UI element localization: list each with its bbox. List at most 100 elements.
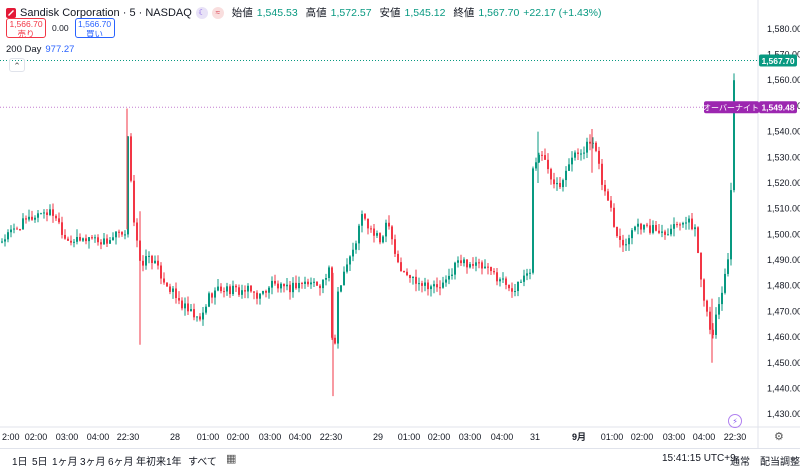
time-tick-label: 03:00	[663, 432, 686, 442]
candle-body	[247, 285, 249, 292]
candle-body	[178, 298, 180, 301]
candle-body	[661, 231, 663, 233]
candle-body	[4, 239, 6, 242]
price-axis[interactable]: 1,430.00 1,440.00 1,450.00 1,460.00 1,470.00…	[767, 24, 800, 419]
time-tick-label: 22:30	[724, 432, 747, 442]
candle-body	[409, 275, 411, 278]
trade-buttons: 1,566.70 売り 0.00 1,566.70 買い	[6, 18, 115, 39]
price-tick-label: 1,490.00	[767, 255, 800, 265]
range-3m[interactable]: 3ヶ月	[80, 457, 106, 468]
clock-time[interactable]: 15:41:15 UTC+9	[662, 453, 736, 464]
candle-body	[439, 287, 441, 289]
candle-body	[313, 281, 315, 283]
candle-body	[1, 241, 3, 243]
range-all[interactable]: すべて	[188, 457, 217, 468]
high-label: 高値	[305, 7, 327, 19]
candle-body	[667, 234, 669, 236]
candle-body	[43, 212, 45, 214]
candle-body	[718, 304, 720, 315]
candle-body	[625, 244, 627, 246]
candle-body	[292, 282, 294, 293]
candle-body	[655, 225, 657, 231]
candle-body	[703, 279, 705, 301]
candle-body	[502, 278, 504, 280]
low-value: 1,545.12	[404, 6, 446, 19]
price-chart[interactable]: 1,430.00 1,440.00 1,450.00 1,460.00 1,470.00…	[0, 0, 800, 448]
candle-body	[340, 285, 342, 292]
time-tick-label: 03:00	[459, 432, 482, 442]
time-tick-label: 01:00	[601, 432, 624, 442]
time-tick-label: 28	[170, 432, 180, 442]
candle-body	[109, 240, 111, 244]
candle-body	[547, 159, 549, 170]
candle-body	[199, 316, 201, 320]
candle-body	[385, 222, 387, 237]
gear-icon[interactable]: ⚙	[774, 431, 784, 443]
candle-body	[172, 288, 174, 292]
candle-body	[82, 238, 84, 241]
calendar-icon[interactable]: ▦	[226, 453, 237, 465]
candle-body	[715, 314, 717, 335]
candle-body	[517, 281, 519, 292]
approx-icon[interactable]: ≈	[211, 6, 224, 19]
candle-body	[421, 283, 423, 286]
lightning-icon[interactable]: ⚡	[728, 414, 742, 428]
candle-body	[28, 216, 30, 220]
adjust-toggle[interactable]: 配当調整	[760, 457, 800, 468]
high-value: 1,572.57	[330, 6, 372, 19]
candle-body	[202, 312, 204, 320]
candle-body	[88, 237, 90, 242]
session-toggle[interactable]: 通常	[730, 457, 750, 468]
candle-body	[523, 275, 525, 282]
indicator-legend[interactable]: 200 Day 977.27	[6, 44, 74, 55]
range-6m[interactable]: 6ヶ月	[108, 457, 134, 468]
candle-body	[364, 214, 366, 219]
candle-body	[223, 291, 225, 293]
candle-body	[622, 239, 624, 246]
open-value: 1,545.53	[256, 6, 298, 19]
overnight-name-tag	[704, 101, 759, 114]
candle-body	[76, 236, 78, 242]
candle-body	[118, 231, 120, 233]
time-tick-label: 22:30	[320, 432, 343, 442]
time-axis[interactable]: 2:00 02:00 03:00 04:00 22:30 28 01:00 02:00 03:0…	[2, 432, 746, 442]
candle-body	[346, 264, 348, 272]
time-tick-label: 02:00	[428, 432, 451, 442]
candle-body	[673, 224, 675, 229]
range-1d[interactable]: 1日	[12, 457, 28, 468]
candle-body	[445, 279, 447, 283]
range-1m[interactable]: 1ヶ月	[52, 457, 78, 468]
candle-body	[646, 224, 648, 226]
range-ytd[interactable]: 年初来	[136, 457, 166, 468]
close-value: 1,567.70	[478, 6, 520, 19]
range-1y[interactable]: 1年	[166, 457, 182, 468]
candle-body	[682, 222, 684, 225]
chevron-up-icon[interactable]: ⌃	[9, 58, 25, 72]
candle-body	[349, 256, 351, 265]
candle-body	[262, 290, 264, 294]
candle-body	[511, 288, 513, 292]
candle-body	[415, 276, 417, 284]
candle-body	[343, 271, 345, 286]
buy-price: 1,566.70	[78, 19, 112, 29]
candle-body	[271, 280, 273, 288]
candle-body	[67, 238, 69, 241]
buy-button[interactable]: 1,566.70 買い	[74, 18, 115, 39]
candles	[1, 73, 735, 397]
candle-body	[259, 293, 261, 299]
candle-body	[151, 255, 153, 264]
symbol-title[interactable]: Sandisk Corporation · 5 · NASDAQ	[20, 6, 192, 19]
price-tick-label: 1,560.00	[767, 75, 800, 85]
candle-body	[376, 233, 378, 236]
moon-icon[interactable]: ☾	[195, 6, 208, 19]
overnight-price-label: 1,549.48	[761, 103, 794, 113]
candle-body	[373, 228, 375, 236]
candle-body	[643, 224, 645, 230]
sell-button[interactable]: 1,566.70 売り	[6, 18, 46, 39]
time-tick-label: 31	[530, 432, 540, 442]
candle-body	[277, 283, 279, 289]
range-5d[interactable]: 5日	[32, 457, 48, 468]
candle-body	[403, 270, 405, 272]
candle-body	[658, 230, 660, 233]
candle-body	[328, 267, 330, 279]
